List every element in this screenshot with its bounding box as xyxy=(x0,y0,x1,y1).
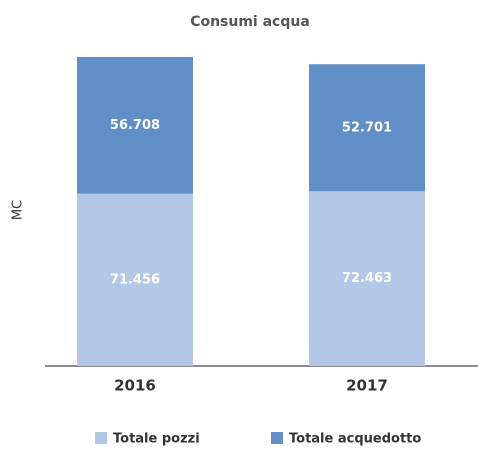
bar-segment xyxy=(309,64,425,192)
legend-label: Totale acquedotto xyxy=(289,432,421,447)
bar-segment xyxy=(309,191,425,366)
legend-label: Totale pozzi xyxy=(113,432,200,447)
bar-segment xyxy=(77,193,193,366)
chart-title: Consumi acqua xyxy=(190,14,310,30)
x-tick-label: 2017 xyxy=(346,377,388,395)
y-axis-label: MC xyxy=(11,200,26,220)
bar-segment xyxy=(77,57,193,194)
value-label: 71.456 xyxy=(110,272,160,287)
value-label: 56.708 xyxy=(110,118,160,133)
value-label: 72.463 xyxy=(342,271,392,286)
value-label: 52.701 xyxy=(342,120,392,135)
x-tick-label: 2016 xyxy=(114,377,156,395)
legend-swatch xyxy=(271,432,283,444)
legend-swatch xyxy=(95,432,107,444)
